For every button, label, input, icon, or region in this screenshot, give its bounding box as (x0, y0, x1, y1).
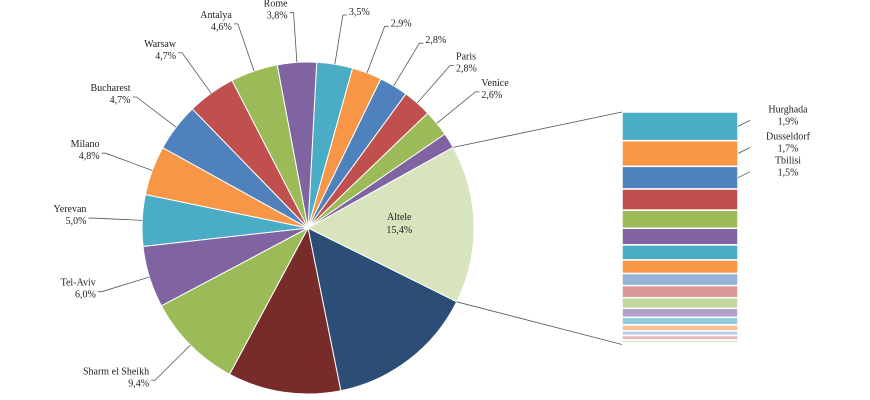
breakout-label: Tbilisi (775, 156, 801, 167)
breakout-label: Dusseldorf (766, 132, 811, 143)
leader-line (88, 217, 143, 221)
pie-slice (306, 146, 475, 303)
breakout-segment (621, 316, 739, 326)
slice-label: Altele (387, 212, 412, 223)
slice-label: Bucharest (91, 83, 131, 94)
slice-label: Milano (71, 139, 100, 150)
leader-line (436, 91, 480, 124)
leader-line (178, 52, 212, 94)
breakout-segment (621, 209, 739, 230)
leader-line (151, 344, 191, 381)
breakout-segment (621, 307, 739, 319)
slice-value: 2,8% (456, 64, 477, 75)
breakout-segment (621, 165, 739, 190)
breakout-segment (621, 284, 739, 299)
leader-line (101, 152, 153, 171)
slice-value: 5,0% (66, 216, 87, 227)
breakout-segment (621, 342, 739, 346)
slice-value: 3,8% (267, 11, 288, 22)
slice-label: Venice (481, 78, 509, 89)
slice-value: 4,7% (155, 51, 176, 62)
breakout-segment (621, 227, 739, 246)
breakout-segment (621, 272, 739, 287)
slice-value: 2,6% (481, 90, 502, 101)
slice-label: Sharm el Sheikh (83, 366, 149, 377)
slice-label: Warsaw (144, 39, 177, 50)
slice-value: 2,8% (425, 35, 446, 46)
slice-label: Tel-Aviv (61, 278, 96, 289)
breakout-value: 1,9% (778, 116, 799, 127)
slice-label: Paris (456, 52, 476, 63)
connector-line (453, 111, 623, 148)
slice-label: Yerevan (54, 204, 87, 215)
leader-line (393, 42, 424, 87)
breakout-value: 1,5% (778, 168, 799, 179)
breakout-value: 1,7% (778, 144, 799, 155)
slice-value: 4,8% (79, 151, 100, 162)
slice-value: 2,9% (391, 18, 412, 29)
breakout-segment (621, 111, 739, 142)
slice-label: Rome (264, 0, 288, 10)
slice-value: 6,0% (75, 290, 96, 301)
breakout-segment (621, 259, 739, 275)
leader-line (233, 23, 255, 72)
slice-value: 4,7% (110, 95, 131, 106)
connector-line (456, 301, 623, 345)
slice-label: Antalya (200, 10, 232, 21)
breakout-label: Hurghada (768, 104, 808, 115)
leader-line (97, 276, 150, 293)
leader-line (737, 147, 751, 154)
slice-value: 15,4% (386, 225, 412, 236)
slice-value: 4,6% (211, 22, 232, 33)
breakout-segment (621, 324, 739, 332)
leader-line (334, 14, 347, 65)
pie-slice (228, 226, 342, 395)
leader-line (289, 12, 298, 63)
leader-line (737, 119, 751, 127)
breakout-segment (621, 139, 739, 168)
slice-value: 9,4% (128, 378, 149, 389)
breakout-segment (621, 188, 739, 211)
pie-slice (160, 226, 310, 375)
leader-line (366, 25, 389, 73)
slice-value: 3,5% (349, 7, 370, 18)
breakout-segment (621, 244, 739, 261)
pie-slice (307, 227, 458, 392)
leader-line (416, 65, 455, 104)
breakout-segment (621, 296, 739, 310)
leader-line (132, 96, 177, 128)
leader-line (737, 171, 751, 179)
